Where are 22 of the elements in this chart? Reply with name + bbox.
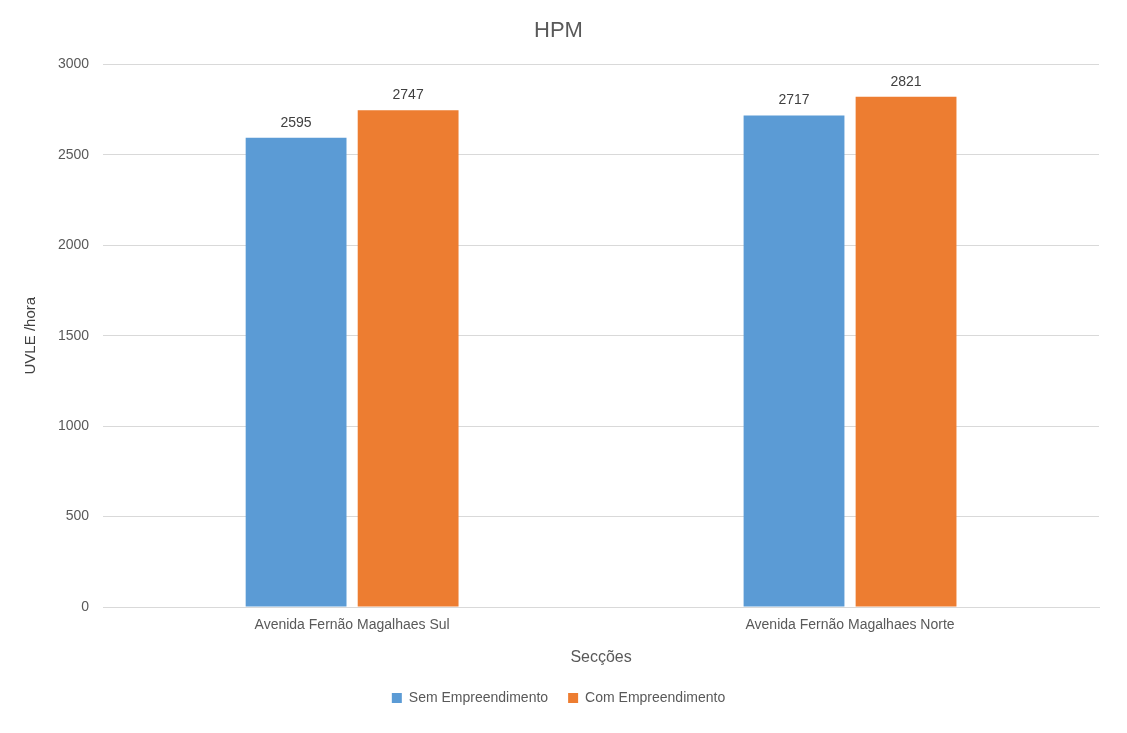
y-tick-label: 1500 [57, 326, 90, 343]
chart-title: HPM [534, 17, 583, 43]
bar [855, 96, 957, 607]
data-label: 2747 [392, 86, 424, 103]
data-label: 2717 [778, 91, 810, 108]
bar [357, 110, 459, 607]
y-tick-label: 2000 [57, 236, 90, 253]
y-tick-label: 3000 [57, 55, 90, 72]
x-axis-title: Secções [570, 647, 632, 665]
data-label: 2821 [890, 72, 922, 89]
x-tick-label: Avenida Fernão Magalhaes Norte [745, 616, 955, 633]
y-tick-label: 2500 [57, 145, 90, 162]
legend-label: Sem Empreendimento [408, 688, 549, 705]
bar [245, 137, 347, 607]
x-tick-label: Avenida Fernão Magalhaes Sul [254, 616, 450, 633]
legend-label: Com Empreendimento [585, 688, 726, 705]
y-tick-label: 500 [65, 507, 90, 524]
y-tick-label: 0 [81, 597, 90, 614]
data-label: 2595 [280, 113, 312, 130]
y-tick-label: 1000 [57, 416, 90, 433]
y-axis-title: UVLE /hora [21, 296, 39, 375]
bar [743, 115, 845, 607]
